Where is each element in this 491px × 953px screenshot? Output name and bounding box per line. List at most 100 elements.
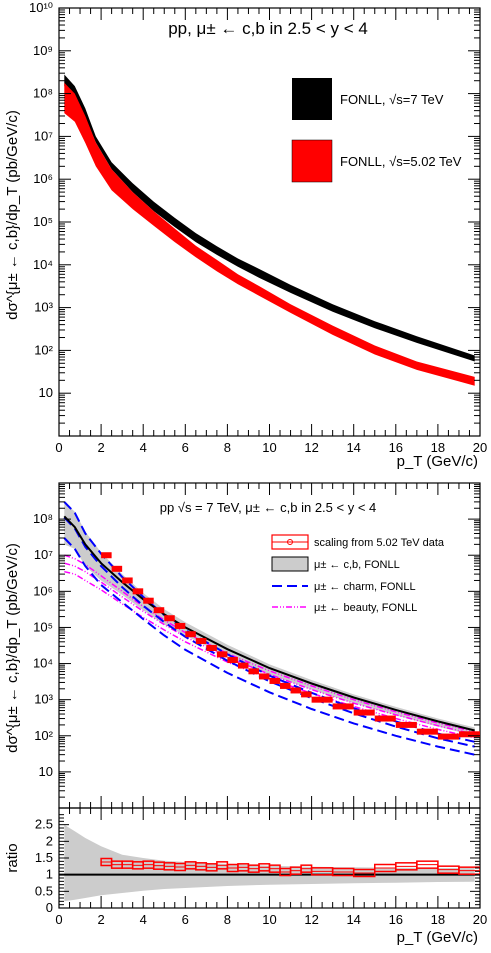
mid-y-tick-label: 10⁵ — [33, 619, 53, 634]
legend-swatch-cb — [271, 556, 309, 572]
mid-y-tick-label: 10⁸ — [33, 511, 53, 526]
legend-swatch-7tev — [292, 78, 332, 120]
top-y-tick-label: 10⁴ — [33, 257, 53, 272]
top-x-tick-label: 4 — [140, 440, 147, 455]
data-point-scaling — [164, 615, 175, 622]
top-x-tick-label: 6 — [182, 440, 189, 455]
data-point-scaling — [227, 657, 238, 664]
data-point-scaling — [437, 733, 459, 740]
top-plot-frame — [58, 7, 481, 437]
data-point-scaling — [248, 668, 259, 675]
data-point-scaling — [111, 565, 123, 572]
data-point-scaling — [195, 638, 207, 645]
legend-label-scaling: scaling from 5.02 TeV data — [314, 537, 445, 549]
ratio-y-tick-label: 2.5 — [35, 817, 53, 832]
data-point-scaling — [374, 715, 396, 722]
legend-label-502tev: FONLL, √s=5.02 TeV — [340, 154, 462, 169]
top-x-tick-label: 0 — [55, 440, 62, 455]
top-x-tick-label: 16 — [389, 440, 403, 455]
top-x-tick-label: 10 — [262, 440, 276, 455]
top-x-tick-label: 14 — [346, 440, 360, 455]
mid-y-tick-label: 10⁴ — [33, 656, 53, 671]
data-point-scaling — [332, 703, 354, 710]
ratio-x-axis-label: p_T (GeV/c) — [397, 929, 478, 946]
data-point-scaling — [290, 687, 302, 694]
top-x-tick-label: 20 — [473, 440, 487, 455]
ratio-x-tick-label: 2 — [97, 912, 104, 927]
ratio-x-tick-label: 10 — [262, 912, 276, 927]
mid-y-tick-label: 10² — [34, 728, 53, 743]
ratio-x-tick-label: 0 — [55, 912, 62, 927]
band-fonll-7tev — [64, 74, 475, 362]
data-point-scaling — [132, 588, 144, 595]
top-y-tick-label: 10 — [39, 385, 53, 400]
middle-y-axis-label: dσ^{μ± ← c,b}/dp_T (pb/GeV/c) — [4, 543, 21, 753]
top-y-tick-label: 10⁸ — [33, 86, 53, 101]
middle-legend: scaling from 5.02 TeV data μ± ← c,b, FON… — [271, 534, 445, 614]
mid-y-tick-label: 10⁶ — [33, 583, 53, 598]
top-x-tick-label: 18 — [431, 440, 445, 455]
ratio-y-tick-label: 0.5 — [35, 883, 53, 898]
top-y-tick-label: 10⁶ — [33, 171, 53, 186]
data-point-scaling — [311, 696, 333, 703]
ratio-x-tick-label: 18 — [431, 912, 445, 927]
ratio-y-tick-label: 1.5 — [35, 850, 53, 865]
line-charm-low — [63, 537, 475, 756]
top-x-tick-label: 2 — [97, 440, 104, 455]
top-y-tick-label: 10⁹ — [33, 43, 53, 58]
mid-y-tick-label: 10⁷ — [34, 547, 53, 562]
mid-y-tick-label: 10³ — [34, 692, 53, 707]
top-y-tick-label: 10⁵ — [33, 214, 53, 229]
data-point-scaling — [153, 607, 165, 614]
top-chart-title: pp, μ± ← c,b in 2.5 < y < 4 — [168, 19, 368, 38]
line-cb-central — [63, 515, 475, 732]
mid-y-tick-label: 10 — [39, 764, 53, 779]
top-y-tick-label: 10¹⁰ — [29, 0, 53, 15]
top-y-tick-label: 10² — [34, 342, 53, 357]
ratio-x-tick-label: 14 — [346, 912, 360, 927]
top-x-tick-label: 8 — [224, 440, 231, 455]
data-point-scaling — [258, 673, 270, 680]
line-beauty-low — [64, 570, 475, 739]
ratio-x-tick-label: 8 — [224, 912, 231, 927]
legend-label-7tev: FONLL, √s=7 TeV — [340, 92, 444, 107]
ratio-x-tick-label: 16 — [389, 912, 403, 927]
ratio-x-tick-label: 6 — [182, 912, 189, 927]
ratio-y-tick-label: 1 — [46, 867, 53, 882]
top-x-tick-label: 12 — [304, 440, 318, 455]
legend-label-cb: μ± ← c,b, FONLL — [314, 559, 400, 571]
data-point-scaling — [206, 644, 217, 651]
data-point-scaling — [395, 721, 417, 728]
data-point-scaling — [301, 691, 312, 698]
ratio-x-tick-label: 4 — [140, 912, 147, 927]
top-x-axis-label: p_T (GeV/c) — [397, 453, 478, 470]
legend-label-charm: μ± ← charm, FONLL — [314, 581, 416, 593]
middle-plot-frame — [58, 482, 481, 809]
data-point-scaling — [216, 651, 228, 658]
data-point-scaling — [458, 731, 480, 738]
data-point-scaling — [269, 677, 281, 684]
top-legend: FONLL, √s=7 TeV FONLL, √s=5.02 TeV — [291, 78, 462, 183]
top-y-tick-label: 10³ — [34, 300, 53, 315]
top-panel: 10 10² 10³ 10⁴ 10⁵ 10⁶ 10⁷ 10⁸ 10⁹ 10¹⁰ 0 2 4 6 8 10 12… — [4, 0, 487, 470]
top-y-tick-label: 10⁷ — [34, 128, 53, 143]
legend-swatch-502tev — [291, 139, 333, 183]
ratio-y-axis-label: ratio — [4, 843, 21, 872]
middle-chart-title: pp √s = 7 TeV, μ± ← c,b in 2.5 < y < 4 — [160, 500, 377, 515]
middle-panel: 10 10² 10³ 10⁴ 10⁵ 10⁶ 10⁷ 10⁸ pp √s = 7 TeV, μ… — [4, 482, 481, 809]
ratio-y-tick-label: 0 — [46, 900, 53, 915]
data-point-scaling — [353, 709, 375, 716]
data-point-scaling — [185, 631, 196, 638]
ratio-x-tick-label: 20 — [473, 912, 487, 927]
data-point-scaling — [174, 622, 186, 629]
data-point-scaling — [237, 662, 249, 669]
ratio-x-tick-label: 12 — [304, 912, 318, 927]
ratio-band — [64, 824, 475, 902]
data-point-scaling — [143, 597, 154, 604]
top-y-axis-label: dσ^{μ± ← c,b}/dp_T (pb/GeV/c) — [4, 110, 21, 320]
data-point-scaling — [416, 728, 438, 735]
data-point-scaling — [122, 577, 133, 584]
legend-label-beauty: μ± ← beauty, FONLL — [314, 602, 417, 614]
data-point-scaling — [101, 552, 112, 559]
